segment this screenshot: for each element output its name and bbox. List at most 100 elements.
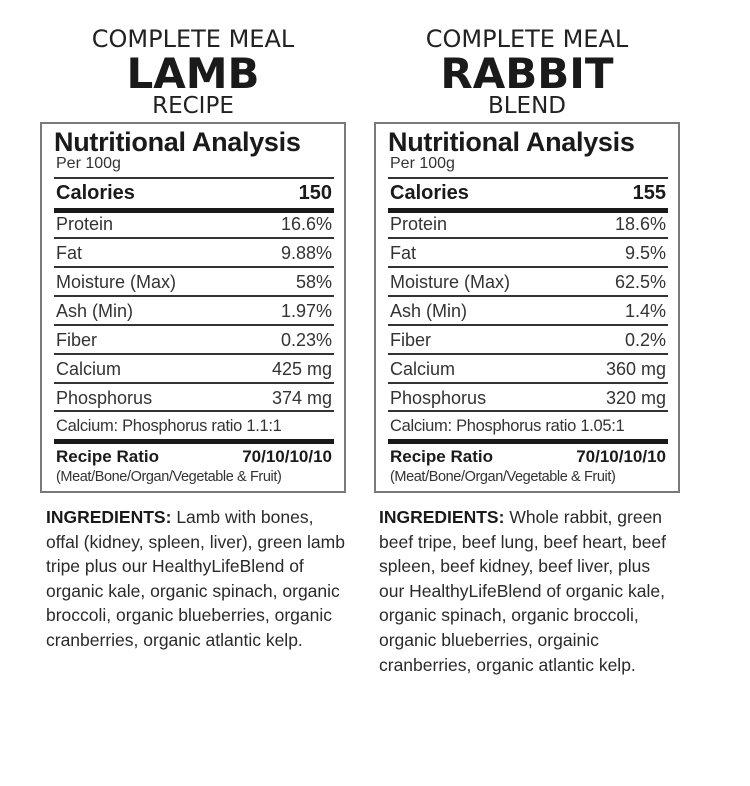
- ratio-label: Calcium: Phosphorus ratio 1.05:1: [390, 417, 625, 436]
- ca-p-ratio-row: Calcium: Phosphorus ratio 1.1:1: [56, 413, 332, 440]
- nutrient-row: Ash (Min) 1.97%: [56, 298, 332, 325]
- recipe-ratio-value: 70/10/10/10: [242, 447, 332, 466]
- nutrition-title: Nutritional Analysis: [54, 127, 301, 157]
- ratio-label-text: Calcium: Phosphorus ratio: [56, 417, 243, 435]
- nutrition-panel: Nutritional Analysis Per 100g Calories 1…: [374, 122, 680, 493]
- divider: [54, 353, 334, 355]
- divider: [54, 324, 334, 326]
- thick-divider: [388, 208, 668, 213]
- nutrient-label: Protein: [56, 214, 114, 234]
- ratio-label: Calcium: Phosphorus ratio 1.1:1: [56, 417, 282, 436]
- ca-p-ratio-row: Calcium: Phosphorus ratio 1.05:1: [390, 413, 666, 440]
- nutrition-panel: Nutritional Analysis Per 100g Calories 1…: [40, 122, 346, 493]
- nutrition-subtitle: Per 100g: [56, 155, 121, 172]
- heading-line-complete-meal: COMPLETE MEAL: [425, 25, 629, 53]
- divider: [388, 353, 668, 355]
- ingredients-label: INGREDIENTS:: [46, 507, 172, 527]
- ratio-label-text: Calcium: Phosphorus ratio: [390, 417, 577, 435]
- nutrient-label: Fiber: [390, 330, 432, 350]
- ingredients-text: INGREDIENTS: Whole rabbit, green beef tr…: [379, 505, 679, 677]
- calories-value: 150: [298, 182, 332, 204]
- divider: [388, 295, 668, 297]
- divider: [388, 410, 668, 412]
- ingredients-list: Lamb with bones, offal (kidney, spleen, …: [46, 507, 345, 650]
- nutrient-label: Moisture (Max): [56, 272, 177, 292]
- nutrient-row: Moisture (Max) 58%: [56, 269, 332, 296]
- ingredients-list: Whole rabbit, green beef tripe, beef lun…: [379, 507, 667, 675]
- recipe-ratio-note: (Meat/Bone/Organ/Vegetable & Fruit): [390, 469, 616, 485]
- calories-row: Calories 155: [390, 180, 666, 207]
- thick-divider: [54, 208, 334, 213]
- divider: [54, 177, 334, 179]
- heading-product-name: RABBIT: [440, 49, 614, 98]
- nutrition-title: Nutritional Analysis: [388, 127, 635, 157]
- calories-label: Calories: [390, 182, 469, 204]
- divider: [54, 237, 334, 239]
- calories-label: Calories: [56, 182, 135, 204]
- nutrient-value: 58%: [295, 272, 332, 292]
- nutrient-label: Ash (Min): [56, 301, 134, 321]
- recipe-ratio-label: Recipe Ratio: [390, 447, 493, 466]
- nutrient-value: 1.4%: [624, 301, 666, 321]
- thick-divider: [388, 439, 668, 444]
- nutrient-value: 9.88%: [280, 243, 332, 263]
- recipe-ratio-note: (Meat/Bone/Organ/Vegetable & Fruit): [56, 469, 282, 485]
- nutrient-value: 18.6%: [614, 214, 666, 234]
- recipe-ratio-row: Recipe Ratio 70/10/10/10: [56, 447, 332, 467]
- nutrition-subtitle: Per 100g: [390, 155, 455, 172]
- nutrient-value: 320 mg: [605, 388, 666, 408]
- recipe-ratio-row: Recipe Ratio 70/10/10/10: [390, 447, 666, 467]
- divider: [54, 410, 334, 412]
- nutrient-value: 9.5%: [624, 243, 666, 263]
- nutrient-label: Fat: [390, 243, 417, 263]
- recipe-ratio-label: Recipe Ratio: [56, 447, 159, 466]
- nutrient-value: 0.2%: [624, 330, 666, 350]
- nutrient-row: Phosphorus 320 mg: [390, 385, 666, 412]
- nutrient-label: Fiber: [56, 330, 98, 350]
- divider: [388, 266, 668, 268]
- recipe-ratio-value: 70/10/10/10: [576, 447, 666, 466]
- ratio-value: 1.05:1: [580, 417, 625, 435]
- nutrient-label: Fat: [56, 243, 83, 263]
- ingredients-label: INGREDIENTS:: [379, 507, 505, 527]
- nutrient-label: Phosphorus: [56, 388, 153, 408]
- nutrient-row: Fiber 0.23%: [56, 327, 332, 354]
- divider: [54, 295, 334, 297]
- nutrient-label: Calcium: [390, 359, 456, 379]
- divider: [388, 324, 668, 326]
- thick-divider: [54, 439, 334, 444]
- nutrient-value: 1.97%: [280, 301, 332, 321]
- nutrient-row: Protein 18.6%: [390, 211, 666, 238]
- nutrient-value: 62.5%: [614, 272, 666, 292]
- nutrient-label: Phosphorus: [390, 388, 487, 408]
- calories-value: 155: [632, 182, 666, 204]
- divider: [388, 177, 668, 179]
- nutrient-value: 360 mg: [605, 359, 666, 379]
- nutrient-label: Moisture (Max): [390, 272, 511, 292]
- heading-product-type: BLEND: [487, 93, 567, 119]
- nutrient-value: 374 mg: [271, 388, 332, 408]
- nutrient-row: Protein 16.6%: [56, 211, 332, 238]
- heading-line-complete-meal: COMPLETE MEAL: [91, 25, 295, 53]
- calories-row: Calories 150: [56, 180, 332, 207]
- nutrient-row: Fiber 0.2%: [390, 327, 666, 354]
- divider: [388, 382, 668, 384]
- heading-product-name: LAMB: [126, 49, 260, 98]
- divider: [54, 266, 334, 268]
- nutrient-value: 425 mg: [271, 359, 332, 379]
- nutrient-row: Fat 9.88%: [56, 240, 332, 267]
- nutrient-row: Calcium 360 mg: [390, 356, 666, 383]
- divider: [388, 237, 668, 239]
- ratio-value: 1.1:1: [246, 417, 282, 435]
- divider: [54, 382, 334, 384]
- nutrient-label: Calcium: [56, 359, 122, 379]
- nutrient-value: 16.6%: [280, 214, 332, 234]
- nutrient-value: 0.23%: [280, 330, 332, 350]
- nutrient-row: Moisture (Max) 62.5%: [390, 269, 666, 296]
- nutrient-label: Ash (Min): [390, 301, 468, 321]
- ingredients-text: INGREDIENTS: Lamb with bones, offal (kid…: [46, 505, 346, 653]
- nutrient-row: Calcium 425 mg: [56, 356, 332, 383]
- nutrient-row: Ash (Min) 1.4%: [390, 298, 666, 325]
- nutrient-row: Phosphorus 374 mg: [56, 385, 332, 412]
- nutrient-label: Protein: [390, 214, 448, 234]
